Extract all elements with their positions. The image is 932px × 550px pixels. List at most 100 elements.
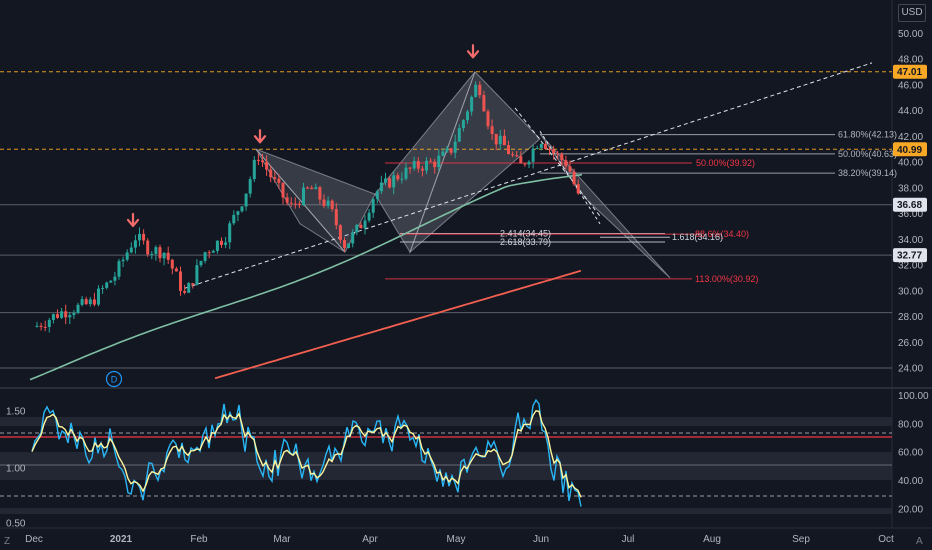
candle-body [314,187,318,190]
candle [490,119,494,141]
osc-right-tick: 60.00 [898,448,923,459]
candle [560,152,564,166]
candle [133,234,137,254]
candle [224,237,228,249]
candle-body [466,111,469,121]
candle [80,295,84,307]
candle [72,309,76,319]
pivot-arrows [126,44,480,228]
candle-body [425,160,428,171]
currency-button[interactable]: USD [898,4,926,22]
candle-body [548,149,551,151]
osc-line-yellow [31,410,582,498]
candle [347,243,351,249]
candle-body [482,95,486,112]
ma-line-green [29,173,583,381]
price-tag [893,142,927,157]
trendline [539,130,601,225]
candle-body [543,144,547,150]
candle-body [490,126,494,134]
candle [527,160,531,168]
candle-body [232,214,236,224]
candle [183,284,187,295]
candle-body [146,240,150,255]
candle [129,242,133,254]
candle-body [191,283,195,285]
candle [199,260,203,268]
candle-body [470,96,474,112]
candle-body [179,271,182,291]
candle [486,109,490,130]
candle [39,322,43,331]
candle [330,199,334,212]
fib-label: 50.00%(40.63) [838,149,897,159]
price-tick-label: 28.00 [898,312,923,323]
candle-body [523,163,527,165]
candle [289,197,293,208]
candle [51,313,55,324]
candle-body [224,242,228,245]
candle-body [297,203,301,206]
candle [109,280,113,283]
candle-body [97,288,100,305]
candle [334,202,338,230]
candle-body [334,209,338,226]
candle [457,124,461,142]
candle [384,172,387,186]
candle [576,179,580,195]
price-tick-label: 24.00 [898,364,923,375]
candle [371,197,375,218]
candle [449,147,453,156]
candle [494,133,498,151]
candle-body [527,161,531,165]
candle-body [396,175,400,180]
candle [338,224,342,244]
zoom-button[interactable]: Z [4,536,11,547]
candle-body [437,155,441,168]
candle-body [420,168,424,171]
candle [191,282,195,289]
candle [228,220,232,249]
candle-body [502,135,506,146]
candle [306,186,310,190]
candle-body [515,155,519,157]
candle [507,140,510,155]
osc-right-tick: 80.00 [898,419,923,430]
candle [88,296,92,307]
candle [68,311,72,325]
candle-body [252,159,256,180]
candle-body [429,160,433,162]
candle-body [449,148,453,153]
candle-body [64,311,68,318]
trendline [514,107,601,217]
fib-label: 1.618(34.16) [672,232,723,242]
candle [564,155,568,170]
price-tick-label: 50.00 [898,29,923,40]
candle-body [215,240,219,251]
candle [117,258,121,280]
candle-body [158,247,162,259]
candle [511,151,515,158]
candle [101,285,105,294]
candle-body [347,243,351,248]
candle [441,148,445,157]
candle [35,321,39,328]
candle-body [338,225,342,241]
candle-body [51,314,55,320]
fib-label: 2.414(34.45) [500,228,551,238]
candle-body [461,120,465,129]
pivot-arrow [466,44,480,59]
candle-body [84,299,88,305]
auto-scale-button[interactable]: A [916,536,923,547]
time-tick-label: Jul [622,534,635,545]
candle [261,153,264,167]
price-tick-label: 48.00 [898,55,923,66]
annotations: 61.80%(42.13) 50.00%(40.63) 50.00%(39.92) 3… [105,130,897,388]
candle-body [125,252,129,260]
candle [236,210,240,222]
candle-body [109,280,113,283]
candle [43,320,47,332]
candle [179,266,182,296]
candle-body [556,153,560,155]
